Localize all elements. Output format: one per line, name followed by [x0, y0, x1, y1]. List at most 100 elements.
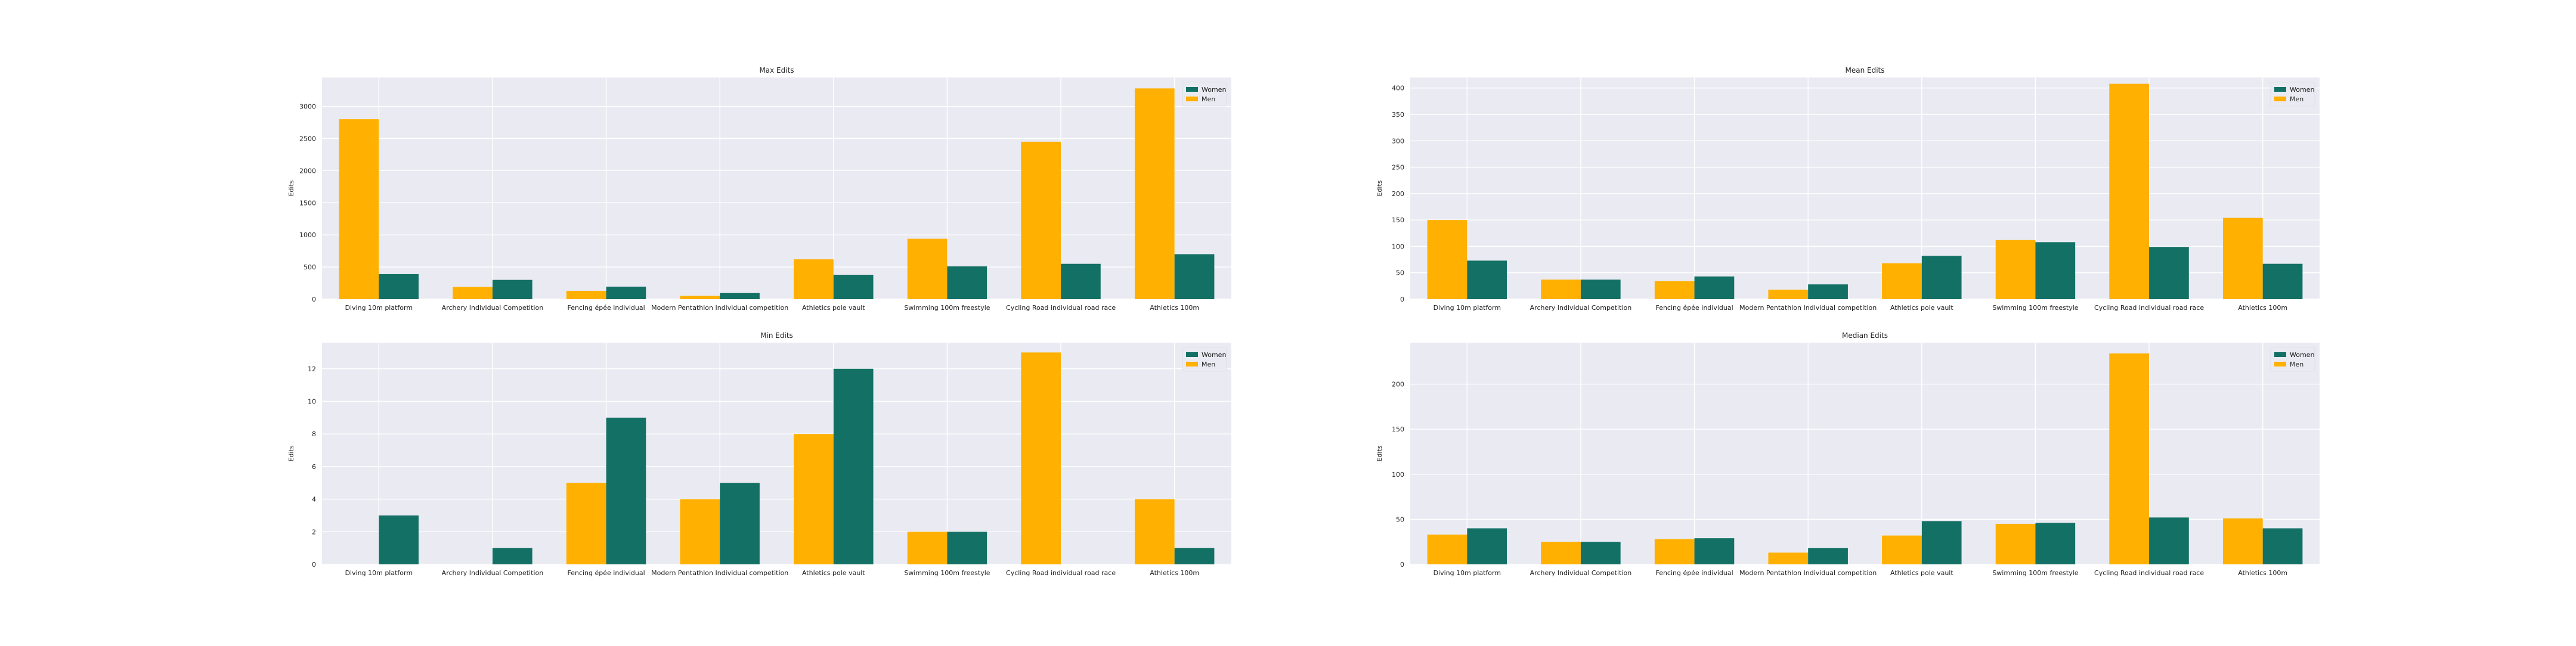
- legend-label-men: Men: [2290, 95, 2303, 103]
- legend-label-women: Women: [1202, 86, 1226, 94]
- y-tick-label: 150: [1392, 426, 1404, 433]
- bar-women: [379, 515, 419, 564]
- x-tick-label: Archery Individual Competition: [1530, 304, 1632, 312]
- bar-women: [1921, 521, 1962, 564]
- bar-men: [907, 238, 948, 299]
- legend-swatch-women: [2274, 352, 2286, 357]
- bar-women: [1921, 256, 1962, 299]
- bar-women: [2149, 247, 2189, 299]
- legend-swatch-men: [2274, 97, 2286, 101]
- y-tick-label: 250: [1392, 164, 1404, 172]
- bar-men: [1427, 220, 1467, 299]
- bar-men: [2222, 218, 2263, 299]
- bar-women: [1467, 260, 1507, 299]
- x-tick-label: Archery Individual Competition: [442, 304, 544, 312]
- x-tick-label: Swimming 100m freestyle: [904, 569, 990, 577]
- chart-title: Mean Edits: [1846, 66, 1885, 74]
- x-tick-label: Swimming 100m freestyle: [904, 304, 990, 312]
- x-tick-label: Fencing épée individual: [1655, 569, 1733, 577]
- bar-men: [2222, 518, 2263, 564]
- bar-women: [1580, 279, 1621, 299]
- bar-women: [720, 293, 760, 299]
- bar-men: [1995, 240, 2036, 299]
- bar-men: [1021, 141, 1061, 299]
- y-tick-label: 350: [1392, 111, 1404, 119]
- bar-men: [2109, 83, 2150, 299]
- bar-men: [1654, 539, 1695, 564]
- y-tick-label: 10: [308, 397, 316, 405]
- bar-men: [339, 119, 379, 299]
- y-tick-label: 50: [1396, 269, 1404, 277]
- legend-swatch-men: [1186, 97, 1198, 101]
- bar-men: [1134, 88, 1175, 299]
- x-tick-label: Cycling Road individual road race: [1006, 569, 1116, 577]
- x-tick-label: Cycling Road individual road race: [1006, 304, 1116, 312]
- y-tick-label: 300: [1392, 137, 1404, 145]
- x-tick-label: Swimming 100m freestyle: [1992, 569, 2078, 577]
- bar-women: [947, 266, 987, 299]
- legend-label-men: Men: [2290, 361, 2303, 368]
- bar-women: [492, 548, 532, 564]
- y-tick-label: 1000: [299, 231, 316, 239]
- bar-women: [2149, 517, 2189, 564]
- x-tick-label: Archery Individual Competition: [1530, 569, 1632, 577]
- x-tick-label: Diving 10m platform: [1433, 304, 1501, 312]
- y-tick-label: 1500: [299, 199, 316, 207]
- x-tick-label: Fencing épée individual: [567, 569, 645, 577]
- plot-area: [322, 343, 1231, 564]
- y-tick-label: 2000: [299, 167, 316, 175]
- bar-women: [833, 275, 874, 299]
- y-tick-label: 200: [1392, 381, 1404, 389]
- bar-men: [1427, 535, 1467, 564]
- legend-swatch-men: [2274, 362, 2286, 367]
- bar-men: [1768, 552, 1809, 564]
- y-tick-label: 3000: [299, 103, 316, 111]
- bar-men: [680, 296, 720, 299]
- y-tick-label: 500: [304, 263, 316, 271]
- x-tick-label: Modern Pentathlon Individual competition: [1739, 304, 1877, 312]
- bar-men: [680, 499, 720, 564]
- legend-label-men: Men: [1202, 95, 1215, 103]
- bar-women: [947, 532, 987, 564]
- bar-women: [492, 279, 532, 299]
- y-tick-label: 2500: [299, 135, 316, 142]
- legend-label-men: Men: [1202, 361, 1215, 368]
- plot-area: [322, 77, 1231, 299]
- chart-panel-1: 0 500 1000 1500 2000 2500 3000 Diving 10m platf…: [287, 66, 1231, 312]
- y-tick-label: 6: [312, 463, 316, 471]
- y-tick-label: 8: [312, 430, 316, 438]
- x-tick-label: Swimming 100m freestyle: [1992, 304, 2078, 312]
- bar-men: [566, 483, 606, 564]
- y-axis-label: Edits: [287, 180, 295, 196]
- bar-men: [1654, 281, 1695, 299]
- bar-men: [566, 290, 606, 299]
- y-tick-label: 100: [1392, 243, 1404, 250]
- bar-men: [794, 434, 834, 564]
- legend-swatch-men: [1186, 362, 1198, 367]
- bar-men: [1882, 535, 1922, 564]
- x-tick-label: Athletics pole vault: [1890, 304, 1953, 312]
- y-tick-label: 50: [1396, 515, 1404, 523]
- bar-women: [720, 483, 760, 564]
- x-tick-label: Athletics pole vault: [1890, 569, 1953, 577]
- x-tick-label: Cycling Road individual road race: [2094, 569, 2204, 577]
- bar-women: [1808, 284, 1848, 299]
- bar-men: [1995, 523, 2036, 564]
- x-tick-label: Archery Individual Competition: [442, 569, 544, 577]
- x-tick-label: Modern Pentathlon Individual competition: [651, 304, 788, 312]
- x-tick-label: Fencing épée individual: [1655, 304, 1733, 312]
- x-tick-label: Athletics pole vault: [802, 304, 865, 312]
- bar-men: [453, 287, 493, 299]
- legend-swatch-women: [1186, 87, 1198, 92]
- x-tick-label: Athletics 100m: [2238, 569, 2287, 577]
- bar-women: [833, 368, 874, 564]
- y-tick-label: 12: [308, 365, 316, 373]
- x-tick-label: Athletics pole vault: [802, 569, 865, 577]
- chart-title: Max Edits: [759, 66, 794, 74]
- bar-women: [2035, 523, 2076, 564]
- y-axis-label: Edits: [287, 445, 295, 461]
